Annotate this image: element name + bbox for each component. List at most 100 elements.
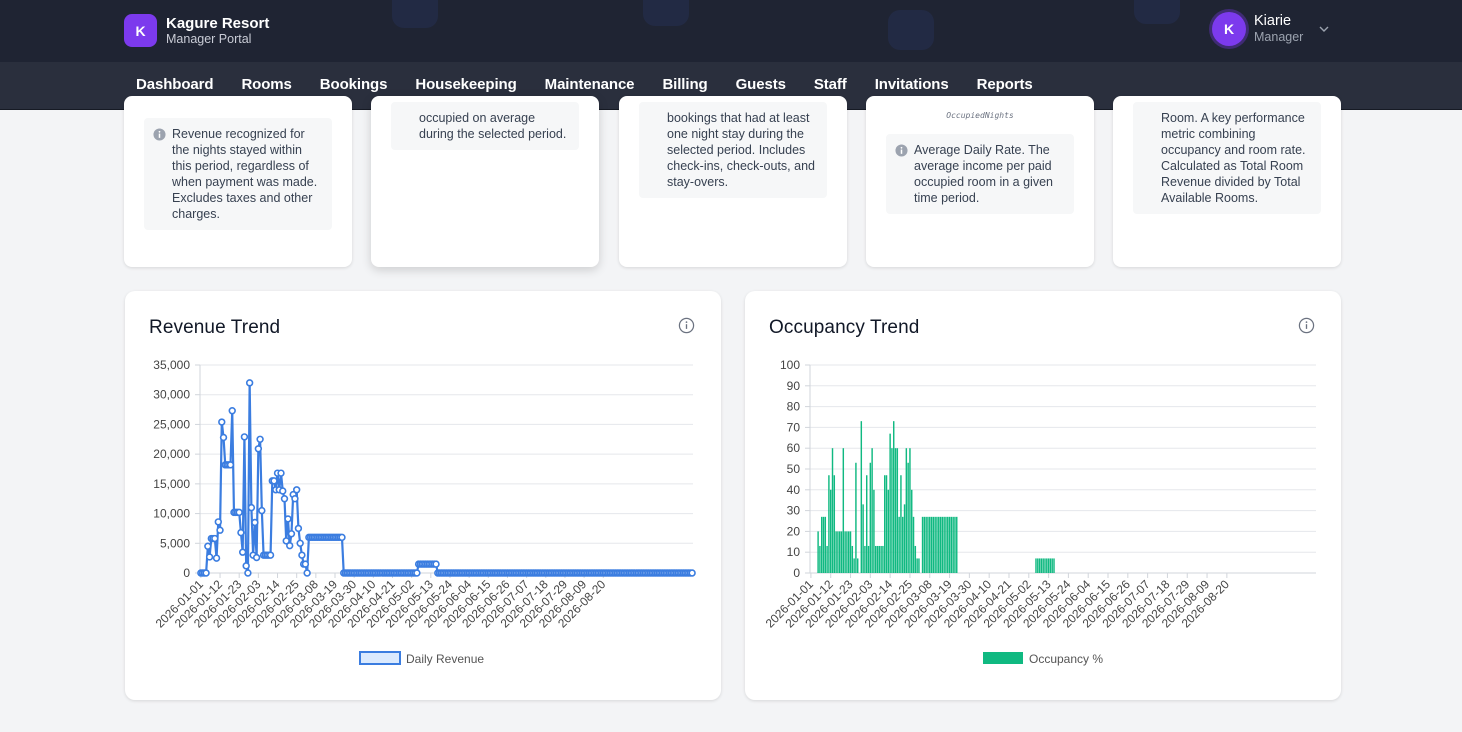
occupancy-bar bbox=[934, 516, 936, 573]
nav-invitations[interactable]: Invitations bbox=[874, 76, 949, 93]
revenue-trend-title: Revenue Trend bbox=[149, 317, 281, 338]
occupancy-bar bbox=[896, 448, 899, 573]
occupancy-bar bbox=[929, 516, 931, 573]
y-tick-label: 90 bbox=[787, 379, 801, 393]
nav-billing[interactable]: Billing bbox=[662, 76, 708, 93]
occupancy-bar bbox=[1035, 558, 1037, 573]
occupancy-bar bbox=[846, 531, 848, 573]
occupancy-bar bbox=[956, 516, 958, 573]
occupancy-bar bbox=[862, 504, 864, 573]
y-tick-label: 15,000 bbox=[153, 477, 190, 491]
data-point bbox=[244, 569, 252, 577]
occupancy-bar bbox=[853, 558, 855, 573]
occupancy-bar bbox=[938, 516, 940, 573]
chevron-down-icon[interactable] bbox=[1319, 24, 1329, 34]
occupancy-bar bbox=[867, 545, 870, 573]
occupancy-bar bbox=[945, 516, 947, 573]
chart-legend: Daily Revenue bbox=[359, 651, 484, 666]
occupancy-bar bbox=[939, 516, 942, 573]
occupancy-bar bbox=[900, 475, 902, 573]
info-note: Average Daily Rate. The average income p… bbox=[886, 134, 1074, 214]
background-decoration bbox=[888, 10, 934, 50]
nav-housekeeping[interactable]: Housekeeping bbox=[415, 76, 517, 93]
data-point bbox=[252, 553, 261, 562]
data-point bbox=[284, 515, 292, 523]
occupancy-bar bbox=[893, 421, 895, 573]
y-tick-label: 25,000 bbox=[153, 417, 190, 431]
occupancy-bar bbox=[873, 489, 875, 573]
data-point bbox=[279, 487, 287, 495]
data-point bbox=[287, 530, 296, 538]
info-note: Room. A key performance metric combining… bbox=[1133, 102, 1321, 214]
data-point bbox=[212, 554, 221, 562]
info-icon[interactable] bbox=[678, 317, 695, 334]
occupancy-bar bbox=[1044, 558, 1046, 573]
bookings-note-text: bookings that had at least one night sta… bbox=[667, 111, 815, 189]
revpar-note-text: Room. A key performance metric combining… bbox=[1161, 111, 1306, 205]
data-point bbox=[219, 433, 228, 442]
occupancy-bar bbox=[907, 462, 909, 573]
occupancy-trend-title: Occupancy Trend bbox=[769, 317, 920, 338]
data-point bbox=[211, 534, 219, 543]
occupancy-bar bbox=[885, 475, 888, 573]
user-menu[interactable]: K Kiarie Manager bbox=[1212, 12, 1329, 46]
occupancy-bar bbox=[1038, 558, 1041, 573]
adr-note-text: Average Daily Rate. The average income p… bbox=[914, 143, 1053, 205]
data-point bbox=[216, 526, 224, 534]
nav-bookings[interactable]: Bookings bbox=[319, 76, 388, 93]
occupancy-bar bbox=[921, 516, 924, 573]
info-icon bbox=[153, 128, 166, 141]
occupancy-bar bbox=[925, 516, 927, 573]
occupancy-bar bbox=[824, 516, 827, 573]
data-point bbox=[242, 562, 250, 570]
data-point bbox=[338, 533, 346, 542]
occupancy-bar bbox=[932, 516, 935, 573]
brand[interactable]: K Kagure Resort Manager Portal bbox=[124, 14, 269, 47]
metric-card-occupancy: occupied on average during the selected … bbox=[371, 96, 599, 267]
data-point bbox=[228, 407, 236, 415]
occupancy-bar bbox=[943, 516, 945, 573]
metric-card-bookings: bookings that had at least one night sta… bbox=[619, 96, 847, 267]
nav-guests[interactable]: Guests bbox=[735, 76, 786, 93]
metric-card-revpar: Room. A key performance metric combining… bbox=[1113, 96, 1341, 267]
background-decoration bbox=[643, 0, 689, 26]
occupancy-bar bbox=[1053, 558, 1055, 573]
nav-staff[interactable]: Staff bbox=[813, 76, 847, 93]
occupancy-bar bbox=[912, 516, 915, 573]
data-point bbox=[296, 539, 304, 547]
data-point bbox=[205, 553, 214, 561]
occupancy-bar bbox=[1042, 558, 1044, 573]
brand-name: Kagure Resort bbox=[166, 14, 270, 32]
occupancy-bar bbox=[864, 545, 866, 573]
occupancy-bar bbox=[1051, 558, 1053, 573]
occupancy-bar bbox=[903, 504, 906, 573]
data-point bbox=[298, 551, 306, 559]
occupancy-bar bbox=[878, 545, 881, 573]
occupancy-bar bbox=[826, 545, 828, 573]
occupancy-bar bbox=[914, 545, 917, 573]
occupancy-bar bbox=[847, 531, 850, 573]
nav-maintenance[interactable]: Maintenance bbox=[544, 76, 635, 93]
occupancy-bar bbox=[869, 462, 872, 573]
nav-dashboard[interactable]: Dashboard bbox=[136, 76, 214, 93]
occupancy-bar bbox=[936, 516, 938, 573]
nav-rooms[interactable]: Rooms bbox=[241, 76, 292, 93]
occupancy-bar bbox=[882, 545, 884, 573]
y-tick-label: 5,000 bbox=[160, 536, 190, 550]
y-tick-label: 20,000 bbox=[153, 447, 190, 461]
data-point bbox=[251, 518, 259, 527]
avatar: K bbox=[1212, 12, 1246, 46]
y-tick-label: 10,000 bbox=[153, 507, 190, 521]
data-point bbox=[202, 569, 210, 577]
chart-legend: Occupancy % bbox=[983, 652, 1103, 666]
occupancy-bar bbox=[887, 489, 890, 573]
data-point bbox=[238, 548, 247, 556]
occupancy-bar bbox=[891, 448, 893, 573]
brand-logo: K bbox=[124, 14, 157, 47]
data-point bbox=[277, 469, 285, 477]
data-point bbox=[413, 569, 421, 577]
occupancy-note-text: occupied on average during the selected … bbox=[419, 111, 567, 141]
info-icon[interactable] bbox=[1298, 317, 1315, 334]
occupancy-trend-chart: 01020304050607080901002026-01-012026-01-… bbox=[763, 358, 1316, 666]
occupancy-bar bbox=[947, 516, 949, 573]
